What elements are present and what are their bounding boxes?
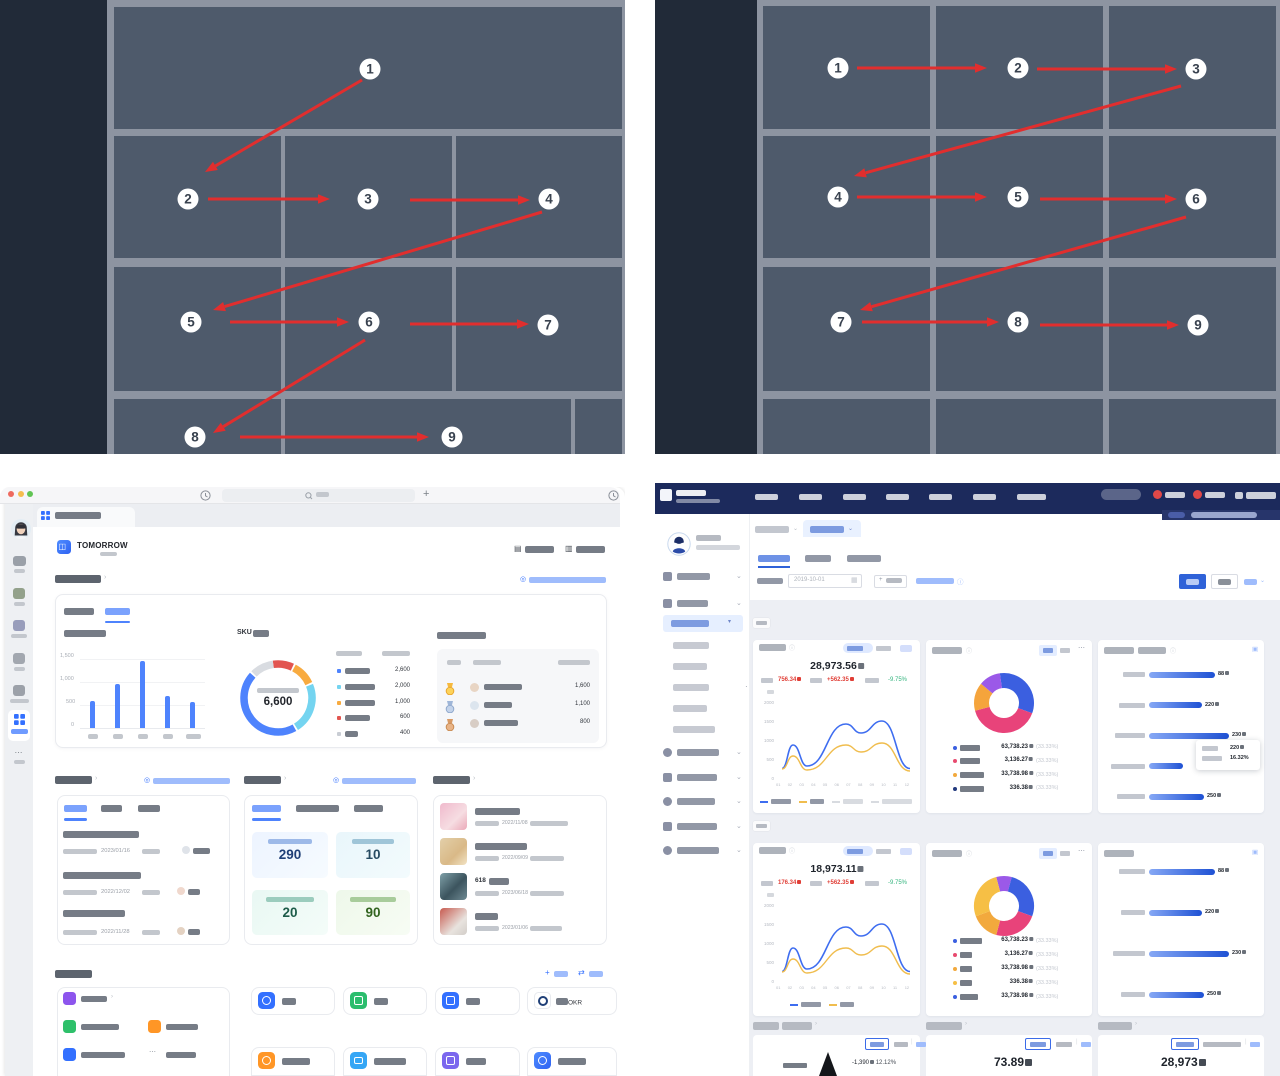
svg-text:4: 4 bbox=[545, 192, 553, 207]
svg-text:1: 1 bbox=[366, 62, 374, 77]
svg-text:9: 9 bbox=[448, 430, 456, 445]
svg-text:7: 7 bbox=[837, 315, 845, 330]
svg-text:4: 4 bbox=[834, 190, 842, 205]
svg-text:9: 9 bbox=[1194, 318, 1202, 333]
svg-text:6: 6 bbox=[1192, 192, 1200, 207]
svg-text:2: 2 bbox=[1014, 61, 1022, 76]
svg-text:5: 5 bbox=[187, 315, 195, 330]
svg-text:5: 5 bbox=[1014, 190, 1022, 205]
svg-text:3: 3 bbox=[364, 192, 372, 207]
svg-text:6: 6 bbox=[365, 315, 373, 330]
svg-text:3: 3 bbox=[1192, 62, 1200, 77]
svg-text:1: 1 bbox=[834, 61, 842, 76]
svg-text:2: 2 bbox=[184, 192, 192, 207]
svg-text:8: 8 bbox=[191, 430, 199, 445]
svg-text:8: 8 bbox=[1014, 315, 1022, 330]
svg-text:7: 7 bbox=[544, 318, 552, 333]
